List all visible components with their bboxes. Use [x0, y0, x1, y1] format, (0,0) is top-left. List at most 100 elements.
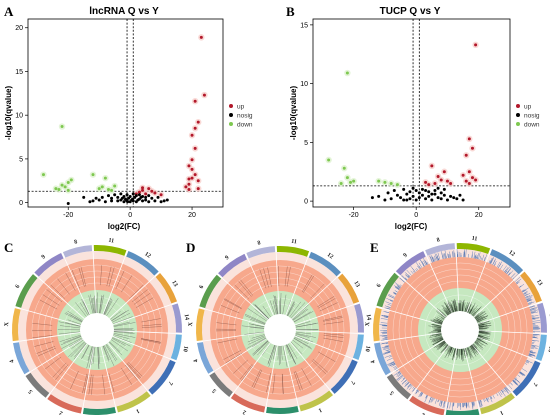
outer-signal-line	[530, 308, 537, 311]
expression-line	[32, 335, 53, 338]
expression-line	[37, 347, 56, 357]
signal-line	[294, 336, 309, 345]
point-nosig	[141, 199, 145, 203]
signal-line	[287, 301, 295, 316]
outer-signal-line	[515, 377, 518, 379]
outer-signal-line	[442, 253, 445, 259]
outer-signal-line	[386, 345, 389, 347]
sector-divider	[379, 332, 442, 342]
signal-line	[465, 348, 469, 356]
outer-signal-line	[443, 401, 445, 404]
circos-plot-d: 1112131410713254X698	[188, 239, 371, 415]
point-down	[97, 187, 101, 191]
sector-divider	[283, 345, 299, 406]
outer-signal-line	[527, 301, 533, 304]
point-up	[461, 173, 465, 177]
signal-line	[293, 338, 313, 350]
signal-line	[454, 298, 457, 312]
outer-signal-line	[471, 254, 473, 259]
outer-signal-line	[387, 303, 392, 306]
signal-line	[290, 341, 303, 355]
outer-signal-line	[387, 306, 391, 308]
outer-signal-line	[531, 315, 539, 317]
signal-line	[477, 336, 487, 340]
point-nosig	[125, 193, 129, 197]
track-guide	[398, 268, 522, 392]
signal-line	[67, 310, 83, 321]
legend-down-marker	[229, 122, 233, 126]
point-nosig	[408, 190, 412, 194]
outer-signal-line	[387, 295, 395, 299]
outer-signal-line	[401, 379, 407, 384]
center-hole	[80, 313, 114, 347]
signal-line	[478, 335, 484, 337]
signal-line	[442, 305, 450, 315]
y-tick-label: 5	[304, 140, 308, 147]
sector-divider	[247, 258, 274, 316]
outer-signal-line	[479, 400, 483, 408]
chromosome-band	[209, 372, 233, 397]
expression-line	[128, 362, 143, 377]
point-nosig	[445, 198, 449, 202]
signal-line	[251, 334, 265, 339]
expression-line	[217, 338, 237, 344]
outer-signal-line	[532, 320, 541, 322]
signal-line	[75, 302, 87, 317]
signal-line	[475, 341, 482, 347]
expression-line	[224, 298, 242, 309]
expression-line	[312, 359, 329, 373]
sector-divider	[64, 257, 91, 315]
point-up	[196, 120, 200, 124]
signal-line	[250, 327, 265, 329]
point-down	[63, 185, 67, 189]
chromosome-band	[172, 303, 182, 333]
chromosome-label: 2	[242, 408, 247, 415]
point-nosig	[424, 197, 428, 201]
chromosome-band	[425, 243, 455, 256]
outer-signal-line	[430, 254, 434, 263]
expression-line	[323, 337, 343, 342]
chromosome-band	[230, 393, 266, 413]
outer-signal-line	[476, 255, 478, 259]
outer-signal-line	[405, 382, 410, 387]
sector-divider	[109, 276, 156, 319]
outer-signal-line	[489, 396, 493, 403]
outer-signal-line	[485, 398, 488, 402]
signal-line	[446, 305, 451, 314]
outer-signal-line	[480, 399, 482, 402]
chromosome-band	[299, 390, 334, 412]
point-nosig	[427, 190, 431, 194]
signal-line	[291, 304, 309, 320]
outer-signal-line	[526, 298, 532, 301]
outer-signal-line	[394, 285, 400, 290]
point-up	[193, 146, 197, 150]
chromosome-label: 4	[370, 359, 377, 364]
signal-line	[446, 306, 451, 314]
expression-line	[301, 368, 312, 386]
sector-divider	[289, 342, 331, 391]
signal-line	[110, 339, 129, 352]
outer-signal-line	[529, 351, 535, 354]
point-nosig	[66, 202, 70, 206]
chromosome-label: 12	[326, 252, 334, 260]
signal-line	[478, 327, 490, 329]
signal-line	[103, 301, 110, 315]
point-up	[190, 167, 194, 171]
signal-line	[105, 344, 116, 362]
signal-line	[477, 336, 490, 341]
signal-line	[471, 344, 474, 348]
plot-frame	[312, 18, 511, 208]
signal-line	[475, 315, 479, 319]
expression-line	[251, 369, 261, 388]
outer-signal-line	[440, 400, 443, 407]
outer-signal-line	[479, 255, 482, 260]
point-nosig	[91, 199, 95, 203]
expression-line	[108, 373, 115, 393]
outer-signal-line	[393, 292, 397, 295]
point-up	[193, 173, 197, 177]
outer-signal-line	[472, 401, 474, 405]
signal-line	[428, 325, 442, 328]
point-nosig	[144, 195, 148, 199]
signal-line	[104, 345, 115, 367]
sector-divider	[92, 251, 97, 314]
